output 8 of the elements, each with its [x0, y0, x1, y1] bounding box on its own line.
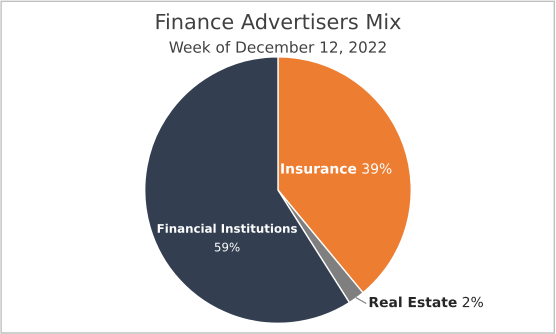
data-label: 59% [214, 242, 240, 252]
data-label: 39% [362, 163, 392, 174]
chart-subtitle: Week of December 12, 2022 [169, 41, 386, 54]
slice-label: Financial Institutions [158, 224, 297, 233]
slice-label: Real Estate [370, 296, 457, 308]
slice-label: Insurance [281, 163, 356, 174]
chart-title: Finance Advertisers Mix [156, 13, 401, 30]
data-label: 2% [462, 296, 483, 308]
